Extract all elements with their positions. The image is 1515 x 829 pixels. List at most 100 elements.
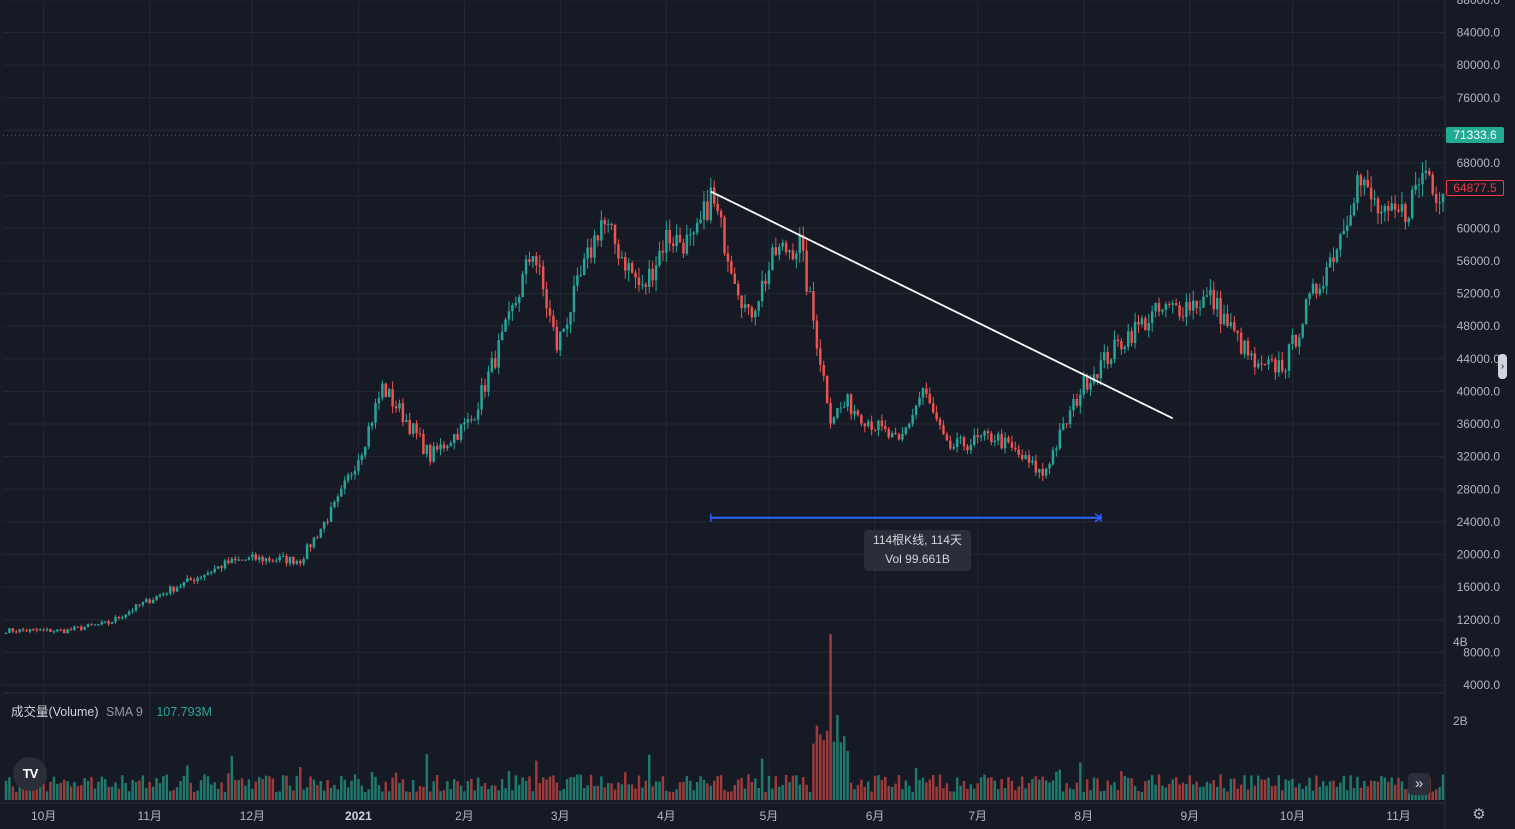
volume-bar bbox=[42, 777, 45, 800]
trend-line[interactable] bbox=[710, 190, 1174, 420]
volume-bar bbox=[1393, 784, 1397, 800]
candle-body bbox=[309, 544, 312, 548]
candle-body bbox=[860, 415, 863, 424]
candle-body bbox=[576, 275, 579, 286]
volume-bar bbox=[832, 741, 836, 800]
volume-bar bbox=[377, 785, 381, 800]
candle-body bbox=[425, 444, 429, 454]
candle-body bbox=[942, 425, 945, 435]
candle-body bbox=[1414, 184, 1417, 190]
volume-bar bbox=[1277, 775, 1281, 800]
volume-bar bbox=[1017, 786, 1020, 800]
volume-bar bbox=[1089, 790, 1092, 800]
candle-body bbox=[743, 304, 747, 309]
volume-bar bbox=[620, 784, 624, 800]
candle-body bbox=[1038, 469, 1041, 473]
candle-body bbox=[168, 586, 172, 594]
volume-legend[interactable]: 成交量(Volume) SMA 9 107.793M bbox=[11, 701, 212, 720]
candle-body bbox=[1260, 363, 1263, 365]
volume-bar bbox=[1335, 786, 1339, 800]
volume-bar bbox=[435, 774, 439, 800]
candle-body bbox=[107, 621, 110, 624]
chevron-double-right-icon[interactable]: » bbox=[1408, 773, 1430, 795]
volume-bar bbox=[131, 780, 134, 800]
candle-body bbox=[671, 243, 675, 247]
candle-body bbox=[1044, 468, 1048, 476]
candle-body bbox=[1000, 433, 1003, 449]
chevron-right-icon[interactable]: › bbox=[1498, 354, 1507, 379]
candle-body bbox=[487, 371, 490, 392]
candle-body bbox=[589, 247, 593, 258]
candle-body bbox=[1304, 299, 1308, 325]
candle-body bbox=[1315, 283, 1318, 294]
volume-bar bbox=[21, 787, 25, 800]
candle-body bbox=[613, 225, 617, 245]
volume-bar bbox=[634, 788, 637, 800]
candle-body bbox=[1233, 322, 1236, 331]
volume-bar bbox=[925, 782, 928, 800]
volume-bar bbox=[504, 788, 507, 800]
volume-bar bbox=[778, 786, 781, 800]
volume-bar bbox=[480, 786, 483, 800]
volume-bar bbox=[138, 780, 141, 800]
volume-bar bbox=[45, 791, 49, 800]
volume-legend-value: 107.793M bbox=[156, 705, 212, 719]
candle-body bbox=[1072, 399, 1075, 411]
volume-bar bbox=[1092, 777, 1096, 800]
volume-bar bbox=[890, 786, 894, 800]
volume-bar bbox=[281, 775, 285, 800]
volume-bar bbox=[487, 788, 490, 800]
candle-body bbox=[1246, 340, 1250, 356]
tradingview-logo[interactable]: TV bbox=[13, 757, 47, 791]
volume-bar bbox=[151, 786, 155, 800]
volume-bar bbox=[1239, 784, 1243, 800]
measure-bars-days: 114根K线, 114天 bbox=[873, 533, 962, 547]
volume-bar bbox=[264, 775, 268, 800]
candle-body bbox=[456, 434, 459, 440]
candle-body bbox=[264, 558, 268, 562]
candle-body bbox=[798, 235, 802, 254]
gear-icon[interactable]: ⚙ bbox=[1472, 806, 1486, 823]
candle-body bbox=[1428, 170, 1431, 175]
time-axis: 10月 11月 12月 2021 2月 3月 4月 5月 6月 7月 8月 9月 10月 11月 bbox=[31, 809, 1411, 823]
time-tick-label: 7月 bbox=[968, 809, 987, 823]
candle-body bbox=[572, 285, 576, 313]
volume-bar bbox=[887, 785, 890, 800]
candle-body bbox=[299, 560, 302, 564]
volume-bar bbox=[781, 784, 784, 800]
volume-bar bbox=[316, 785, 319, 800]
volume-bar bbox=[1113, 782, 1116, 800]
volume-bar bbox=[528, 776, 531, 800]
volume-bar bbox=[613, 789, 617, 800]
volume-bar bbox=[1082, 791, 1085, 800]
volume-bar bbox=[394, 772, 398, 800]
candle-body bbox=[812, 291, 815, 321]
volume-bar bbox=[1058, 769, 1062, 800]
candle-body bbox=[511, 305, 514, 312]
volume-bar bbox=[562, 788, 565, 800]
candle-body bbox=[904, 427, 908, 434]
candle-body bbox=[1188, 301, 1192, 311]
candle-body bbox=[45, 628, 49, 630]
candle-body bbox=[179, 586, 182, 588]
candle-body bbox=[938, 419, 942, 426]
candle-body bbox=[675, 234, 678, 247]
volume-bar bbox=[210, 784, 213, 800]
volume-bar bbox=[654, 781, 658, 800]
candle-body bbox=[521, 274, 524, 298]
candle-body bbox=[836, 408, 839, 418]
volume-bar bbox=[254, 781, 257, 800]
volume-bar bbox=[295, 775, 299, 800]
volume-bar bbox=[791, 775, 795, 800]
volume-bar bbox=[1332, 780, 1335, 800]
volume-bar bbox=[168, 791, 172, 800]
candle-body bbox=[1137, 321, 1140, 325]
candle-body bbox=[774, 247, 778, 255]
candle-body bbox=[819, 348, 822, 365]
candle-body bbox=[90, 624, 93, 626]
volume-bar bbox=[1000, 779, 1003, 800]
candle-body bbox=[901, 433, 904, 440]
candle-body bbox=[473, 419, 476, 421]
